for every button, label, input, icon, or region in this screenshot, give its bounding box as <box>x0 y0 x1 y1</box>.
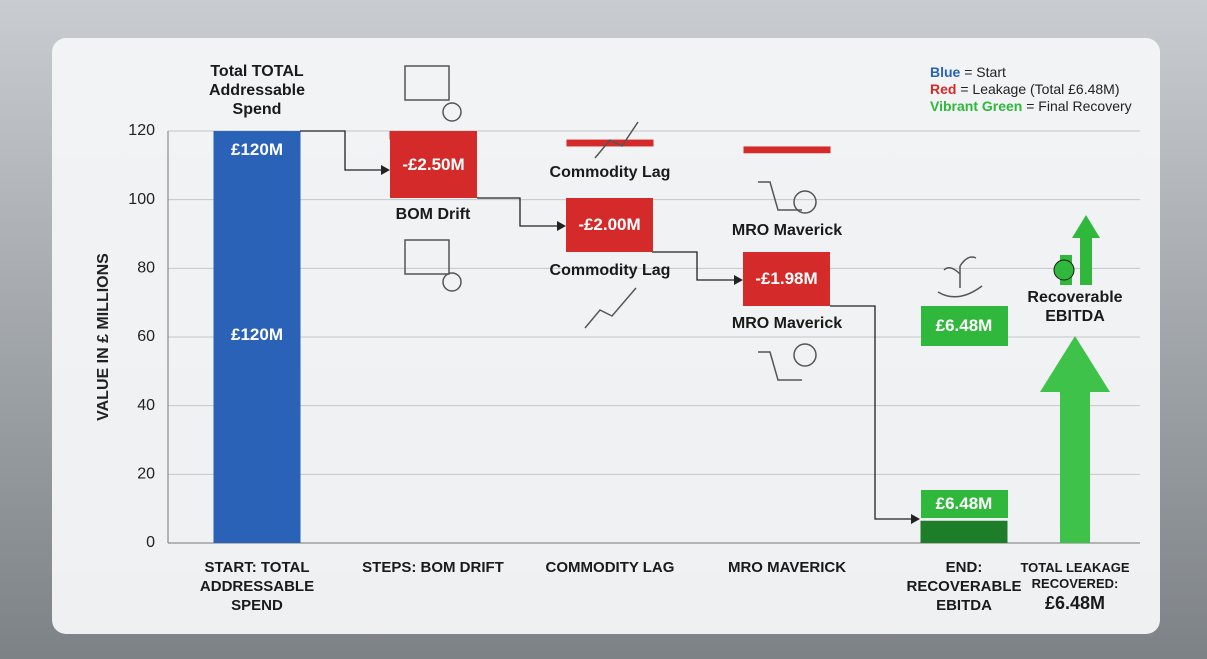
y-tick-label: 80 <box>137 260 155 277</box>
connectors <box>300 130 912 520</box>
x-tick-label: STEPS: BOM DRIFT <box>362 559 504 576</box>
arrowhead <box>557 221 566 231</box>
summary-label: TOTAL LEAKAGE RECOVERED: <box>1020 560 1130 591</box>
value-label: £6.48M <box>920 490 1008 518</box>
bar <box>743 146 831 154</box>
legend-text: = Start <box>964 64 1006 80</box>
connector <box>830 305 912 520</box>
legend-item: Red = Leakage (Total £6.48M) <box>930 81 1132 98</box>
icon <box>442 272 462 292</box>
arrowhead <box>734 275 743 285</box>
icons <box>404 65 983 381</box>
icon <box>943 256 977 288</box>
x-tick-label: COMMODITY LAG <box>545 559 675 576</box>
legend-item: Vibrant Green = Final Recovery <box>930 98 1132 115</box>
bar <box>213 131 301 543</box>
annotation: MRO Maverick <box>731 315 843 332</box>
y-tick-label: 60 <box>137 328 155 345</box>
value-label: £120M <box>231 140 283 159</box>
value-label: -£2.00M <box>566 198 653 252</box>
y-tick-label: 100 <box>128 191 155 208</box>
legend-key: Red <box>930 81 957 97</box>
x-tick-label: START: TOTAL ADDRESSABLE SPEND <box>199 559 315 614</box>
x-tick-label: END: RECOVERABLE EBITDA <box>906 559 1022 614</box>
legend: Blue = Start Red = Leakage (Total £6.48M)… <box>930 64 1132 115</box>
icon <box>758 181 802 211</box>
annotation: BOM Drift <box>395 206 471 223</box>
icon <box>584 287 637 329</box>
recovery-arrow <box>1040 336 1110 543</box>
connector <box>652 251 735 281</box>
value-label: £6.48M <box>920 306 1008 346</box>
icon <box>442 102 462 122</box>
icon <box>1072 215 1100 238</box>
legend-key: Blue <box>930 64 961 80</box>
annotation: Commodity Lag <box>549 164 671 181</box>
value-label: £120M <box>231 325 283 344</box>
annotation: Commodity Lag <box>549 262 671 279</box>
y-tick-label: 120 <box>128 122 155 139</box>
value-label: -£2.50M <box>390 131 477 198</box>
arrowhead <box>911 514 920 524</box>
bar <box>920 520 1008 543</box>
connector <box>300 130 382 171</box>
y-tick-label: 0 <box>146 534 155 551</box>
icon <box>404 65 450 101</box>
icon <box>594 121 639 159</box>
legend-item: Blue = Start <box>930 64 1132 81</box>
legend-key: Vibrant Green <box>930 98 1023 114</box>
icon <box>1080 238 1092 285</box>
icon <box>793 190 817 214</box>
arrow-shaft <box>1060 390 1090 543</box>
annotation: Recoverable EBITDA <box>1027 289 1123 325</box>
legend-text: = Leakage (Total £6.48M) <box>960 81 1120 97</box>
icon <box>793 343 817 367</box>
legend-text: = Final Recovery <box>1026 98 1132 114</box>
arrowhead <box>381 165 390 175</box>
icon <box>758 351 802 381</box>
y-tick-label: 20 <box>137 466 155 483</box>
annotation: Total TOTAL Addressable Spend <box>208 63 306 118</box>
icon <box>1053 259 1075 281</box>
bar <box>566 139 654 147</box>
x-tick-label: MRO MAVERICK <box>727 559 847 576</box>
icon <box>937 285 983 298</box>
arrowheads <box>381 165 920 524</box>
summary-value: £6.48M <box>1044 593 1106 613</box>
arrow-head <box>1040 336 1110 392</box>
value-label: -£1.98M <box>743 252 830 306</box>
icon <box>404 239 450 275</box>
annotation: MRO Maverick <box>731 222 843 239</box>
y-tick-label: 40 <box>137 397 155 414</box>
growth-icon <box>1053 215 1100 285</box>
y-axis-label: VALUE IN £ MILLIONS <box>95 253 112 421</box>
connector <box>477 197 558 227</box>
